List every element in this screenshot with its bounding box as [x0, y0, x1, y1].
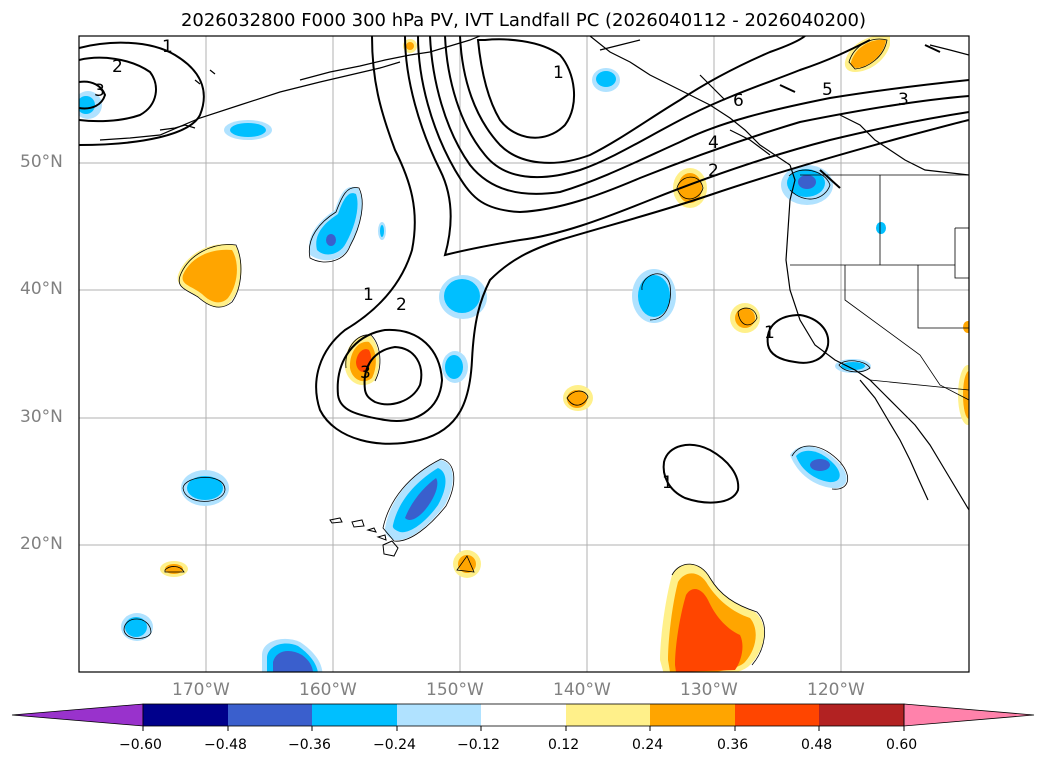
colorbar-label: 0.24 — [632, 737, 664, 753]
positive-anomaly-shading — [160, 36, 969, 672]
colorbar-label: 0.36 — [717, 737, 749, 753]
contour-label: 3 — [360, 363, 371, 383]
lat-label: 20°N — [20, 534, 63, 554]
lon-label: 130°W — [680, 680, 738, 700]
colorbar-label: 0.48 — [801, 737, 833, 753]
colorbar-segment — [819, 704, 904, 726]
contour-label: 3 — [94, 81, 105, 101]
colorbar-label: −0.12 — [457, 737, 500, 753]
hawaii-islands — [329, 517, 399, 557]
colorbar-segment — [650, 704, 735, 726]
negative-anomaly-shading — [79, 68, 886, 672]
contour-label: 2 — [396, 295, 407, 315]
lat-label: 50°N — [20, 152, 63, 172]
colorbar-label: −0.24 — [373, 737, 416, 753]
colorbar — [11, 703, 1035, 731]
contour-label: 1 — [553, 63, 564, 83]
lat-label: 40°N — [20, 279, 63, 299]
anomaly-outlines — [123, 38, 888, 666]
figure-title: 2026032800 F000 300 hPa PV, IVT Landfall… — [180, 10, 867, 31]
political-borders — [790, 174, 969, 401]
contour-label: 4 — [708, 133, 719, 153]
coastlines — [99, 36, 969, 511]
map-frame — [78, 35, 970, 673]
contour-label: 5 — [822, 80, 833, 100]
colorbar-label: −0.60 — [119, 737, 162, 753]
colorbar-label: 0.60 — [886, 737, 918, 753]
colorbar-segment — [143, 704, 228, 726]
contour-label: 1 — [162, 37, 173, 57]
colorbar-segment — [312, 704, 397, 726]
colorbar-label: −0.48 — [204, 737, 247, 753]
colorbar-label: 0.12 — [548, 737, 580, 753]
colorbar-segment — [397, 704, 481, 726]
pv-contours — [79, 36, 969, 504]
contour-label: 3 — [898, 90, 909, 110]
contour-label: 6 — [733, 91, 744, 111]
contour-label: 1 — [662, 473, 673, 493]
colorbar-segment — [566, 704, 650, 726]
map-background — [79, 36, 969, 672]
colorbar-segment — [11, 703, 144, 727]
contour-label: 1 — [764, 323, 775, 343]
contour-label: 2 — [112, 57, 123, 77]
colorbar-segment — [735, 704, 819, 726]
lon-label: 150°W — [426, 680, 484, 700]
contour-label: 1 — [363, 285, 374, 305]
colorbar-segment — [903, 703, 1035, 727]
contour-label: 2 — [708, 161, 719, 181]
contour-labels: 2 3 1 1 2 3 1 1 1 2 3 4 5 6 — [94, 37, 909, 493]
lon-label: 170°W — [172, 680, 230, 700]
colorbar-segment — [481, 704, 566, 726]
colorbar-segment — [228, 704, 312, 726]
lon-label: 120°W — [807, 680, 865, 700]
colorbar-label: −0.36 — [288, 737, 331, 753]
lon-label: 140°W — [553, 680, 611, 700]
lon-label: 160°W — [299, 680, 357, 700]
lat-label: 30°N — [20, 407, 63, 427]
